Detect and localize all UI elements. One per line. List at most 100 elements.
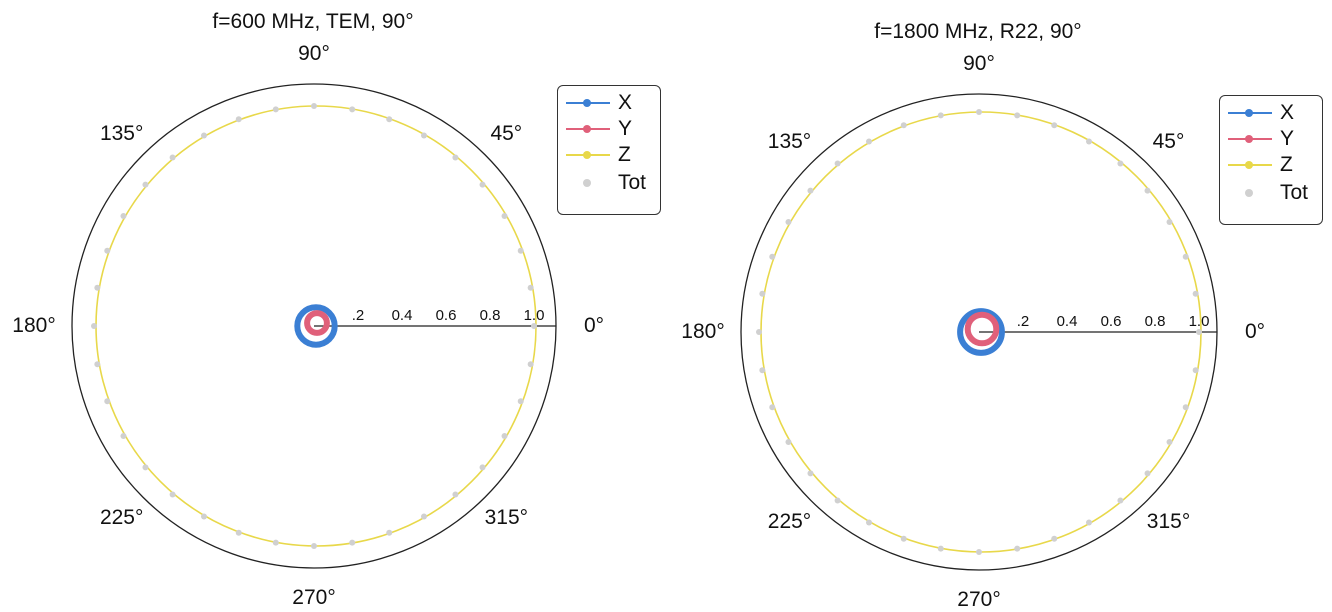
polar-chart-2: f=1800 MHz, R22, 90° X Y Z Tot 0° 45° 90° 1… (666, 0, 1332, 611)
series-tot-point (501, 433, 508, 439)
series-tot-point (120, 213, 127, 219)
legend-item-tot: Tot (558, 170, 660, 196)
series-tot-point (235, 116, 242, 123)
legend-label: X (1280, 101, 1295, 124)
legend-marker (1245, 189, 1253, 197)
radial-tick-label: 1.0 (523, 307, 545, 324)
chart-title: f=600 MHz, TEM, 90° (212, 10, 414, 33)
chart-title: f=1800 MHz, R22, 90° (874, 20, 1082, 43)
series-tot-point (349, 106, 356, 113)
series-tot-point (1086, 138, 1092, 145)
series-tot-point (517, 247, 524, 254)
legend-marker (583, 151, 591, 159)
series-tot-point (900, 535, 907, 542)
series-tot-point (866, 138, 872, 145)
series-tot-point (937, 112, 944, 119)
radial-tick-label: 0.4 (391, 307, 413, 324)
series-tot-point (272, 539, 279, 546)
series-y-line (964, 311, 1000, 347)
series-tot-point (1144, 187, 1151, 194)
angle-tick-label: 0° (1244, 320, 1266, 343)
series-tot-point (91, 323, 97, 329)
series-tot-point (866, 519, 872, 526)
series-x-line (957, 308, 1005, 356)
series-tot-point (452, 491, 459, 498)
legend-item-tot: Tot (1220, 180, 1322, 206)
legend-marker (1245, 109, 1253, 117)
radial-tick-label: 0.8 (479, 307, 501, 324)
series-tot-point (769, 404, 776, 411)
legend-label: Y (618, 117, 633, 140)
series-tot-point (1051, 535, 1058, 542)
legend-item-z: Z (558, 142, 660, 168)
radial-tick-label: 0.8 (1144, 313, 1166, 330)
legend-label: Z (1280, 153, 1293, 176)
series-tot-point (1182, 404, 1189, 411)
angle-tick-label: 135° (99, 121, 144, 145)
series-tot-point (1014, 545, 1021, 552)
series-tot-point (834, 497, 841, 504)
legend-item-y: Y (558, 116, 660, 142)
series-tot-point (937, 545, 944, 552)
series-tot-point (834, 160, 841, 167)
angle-tick-label: 45° (490, 121, 523, 145)
series-tot-point (527, 361, 534, 368)
series-tot-point (452, 154, 459, 161)
series-tot-point (517, 398, 524, 405)
legend-label: Tot (618, 171, 647, 194)
polar-plot-area (71, 83, 557, 569)
series-tot-point (311, 543, 317, 549)
series-tot-point (501, 213, 508, 219)
legend-label: X (618, 91, 633, 114)
angle-tick-label: 270° (292, 586, 336, 609)
radial-tick-label: 0.6 (1100, 313, 1122, 330)
legend-marker (583, 99, 591, 107)
series-tot-point (1117, 497, 1124, 504)
series-tot-point (1166, 219, 1173, 225)
series-tot-point (120, 433, 127, 439)
angle-tick-label: 90° (298, 42, 330, 65)
series-tot-point (104, 398, 111, 405)
series-tot-point (1144, 470, 1151, 477)
series-tot-point (421, 132, 427, 139)
series-tot-point (1196, 329, 1202, 335)
series-tot-point (756, 329, 762, 335)
polar-plot-area (740, 93, 1218, 571)
series-tot-point (201, 513, 207, 520)
angle-tick-label: 225° (767, 509, 812, 533)
series-tot-point (785, 439, 792, 445)
legend-marker (583, 179, 591, 187)
series-tot-point (142, 181, 149, 188)
legend-item-x: X (1220, 100, 1322, 126)
legend: X Y Z Tot (557, 85, 661, 215)
series-tot-point (527, 284, 534, 291)
radial-tick-label: .2 (351, 307, 365, 324)
legend-item-y: Y (1220, 126, 1322, 152)
legend-marker (1245, 161, 1253, 169)
angle-tick-label: 225° (99, 506, 144, 530)
series-tot-point (976, 109, 982, 115)
polar-chart-1: f=600 MHz, TEM, 90° X Y Z Tot 0° 45° 90° 13… (0, 0, 666, 609)
series-tot-point (976, 549, 982, 555)
series-tot-point (759, 367, 766, 374)
radial-tick-label: 0.6 (435, 307, 457, 324)
legend: X Y Z Tot (1219, 95, 1323, 225)
series-tot-point (769, 253, 776, 260)
angle-tick-label: 180° (681, 320, 725, 343)
series-tot-point (386, 116, 393, 123)
radial-tick-label: 0.4 (1056, 313, 1078, 330)
series-tot-point (169, 491, 176, 498)
series-tot-point (1051, 122, 1058, 129)
legend-label: Z (618, 143, 631, 166)
angle-tick-label: 315° (484, 506, 529, 530)
series-tot-point (94, 361, 101, 368)
series-tot-point (807, 187, 814, 194)
series-tot-point (349, 539, 356, 546)
series-x-line (294, 304, 338, 348)
series-tot-point (201, 132, 207, 139)
series-tot-point (94, 284, 101, 291)
legend-label: Y (1280, 127, 1295, 150)
series-tot-point (1086, 519, 1092, 526)
series-tot-point (479, 464, 486, 471)
radial-tick-label: .2 (1016, 313, 1030, 330)
